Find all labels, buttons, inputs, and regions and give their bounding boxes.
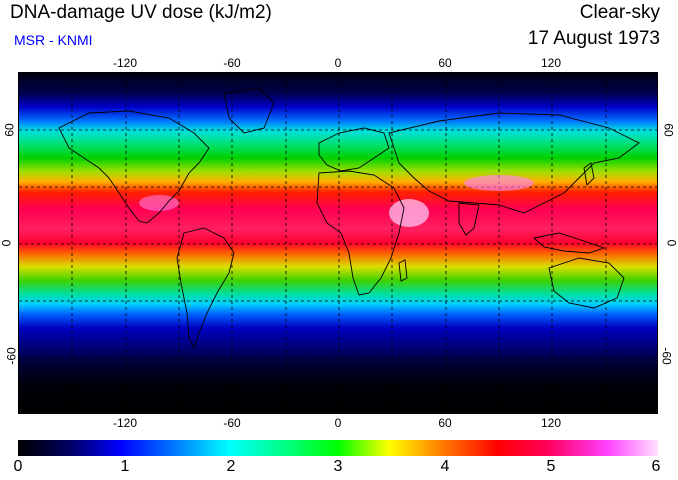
colorbar-tick: 5 — [546, 458, 556, 475]
map-date: 17 August 1973 — [527, 28, 660, 49]
colorbar-tick: 2 — [226, 458, 236, 475]
uv-hotspots — [139, 175, 534, 227]
y-tick-right: -60 — [659, 347, 674, 365]
x-tick-bottom: 0 — [334, 416, 342, 430]
colorbar-tick: 0 — [13, 458, 23, 475]
map-overlay — [19, 73, 657, 413]
y-tick-right: 60 — [661, 123, 676, 137]
colorbar-tick: 6 — [651, 458, 661, 475]
x-tick-bottom: 120 — [540, 416, 562, 430]
colorbar-tick: 3 — [333, 458, 343, 475]
map-title: DNA-damage UV dose (kJ/m2) — [10, 2, 272, 23]
x-tick-top: -60 — [223, 56, 241, 70]
color-scale-bar — [18, 440, 658, 456]
graticule — [19, 73, 657, 413]
y-tick-left: 0 — [0, 239, 14, 247]
y-tick-left: -60 — [4, 347, 19, 365]
x-tick-top: 120 — [540, 56, 562, 70]
x-tick-bottom: -60 — [223, 416, 241, 430]
x-tick-bottom: -120 — [112, 416, 138, 430]
y-tick-right: 0 — [664, 239, 678, 247]
map-subtitle: MSR - KNMI — [14, 32, 93, 48]
coastlines — [58, 87, 640, 350]
x-tick-bottom: 60 — [438, 416, 452, 430]
x-tick-top: 0 — [334, 56, 342, 70]
colorbar-tick: 1 — [120, 458, 130, 475]
y-tick-left: 60 — [2, 123, 17, 137]
uv-dose-map — [18, 72, 658, 414]
sky-condition: Clear-sky — [579, 2, 660, 23]
x-tick-top: -120 — [112, 56, 138, 70]
x-tick-top: 60 — [438, 56, 452, 70]
colorbar-tick: 4 — [440, 458, 450, 475]
